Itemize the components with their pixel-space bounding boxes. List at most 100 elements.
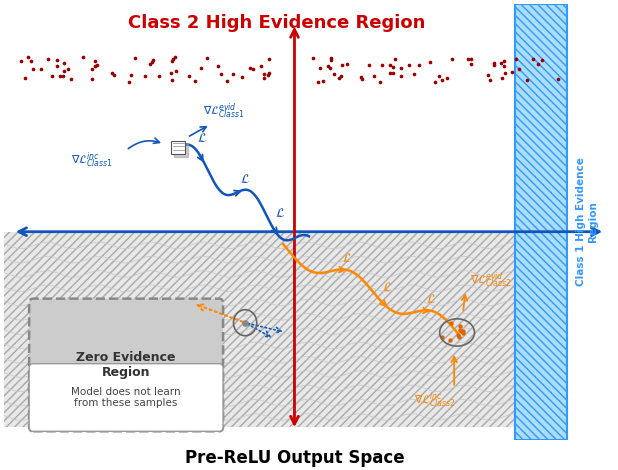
Point (59, 67, 69, 75)
Text: $\mathcal{L}$: $\mathcal{L}$ (426, 293, 436, 306)
Point (66, 76, 76, 83)
Point (438, 76, 447, 83)
Point (413, 61, 423, 69)
Text: $\nabla\mathcal{L}^{evid}_{Class1}$: $\nabla\mathcal{L}^{evid}_{Class1}$ (203, 102, 245, 121)
Point (263, 71, 273, 78)
Text: $\mathcal{L}$: $\mathcal{L}$ (197, 132, 208, 145)
Text: Pre-ReLU Output Space: Pre-ReLU Output Space (185, 449, 404, 468)
Point (48, 73, 57, 80)
Text: $\mathcal{L}$: $\mathcal{L}$ (240, 173, 250, 186)
Point (510, 55, 520, 63)
Point (455, 327, 465, 335)
Point (28, 65, 38, 73)
Point (213, 62, 223, 70)
Point (454, 332, 464, 339)
Point (386, 62, 396, 69)
Point (78, 53, 88, 60)
Point (167, 57, 177, 65)
Point (357, 76, 366, 83)
Point (326, 54, 336, 62)
Point (445, 336, 455, 344)
Point (184, 72, 194, 79)
Point (442, 74, 452, 81)
Point (16, 57, 26, 65)
Point (259, 74, 269, 82)
Text: $\mathcal{L}$: $\mathcal{L}$ (342, 252, 352, 265)
Point (485, 76, 495, 84)
Point (533, 60, 543, 67)
Point (36, 65, 46, 73)
Text: Class 2 High Evidence Region: Class 2 High Evidence Region (129, 14, 426, 32)
Point (51, 62, 61, 70)
Point (130, 54, 140, 62)
Point (342, 61, 352, 68)
Point (63, 65, 73, 72)
Point (497, 74, 507, 82)
Point (87, 65, 97, 73)
Point (315, 64, 324, 71)
Point (92, 61, 102, 69)
Point (51, 56, 61, 63)
Point (337, 62, 347, 69)
Point (20, 75, 30, 82)
Point (458, 327, 468, 334)
Text: $\nabla\mathcal{L}^{evid}_{Class2}$: $\nabla\mathcal{L}^{evid}_{Class2}$ (470, 271, 512, 290)
Point (454, 333, 464, 341)
Point (124, 78, 133, 86)
Point (228, 70, 238, 78)
Point (364, 62, 374, 69)
Point (455, 322, 465, 330)
Point (171, 68, 180, 75)
Text: Zero Evidence
Region: Zero Evidence Region (77, 351, 176, 379)
Text: Model does not learn
from these samples: Model does not learn from these samples (71, 387, 181, 408)
Point (245, 64, 255, 72)
Point (326, 56, 336, 64)
Point (87, 75, 97, 83)
Point (168, 55, 178, 63)
Point (43, 55, 53, 63)
Point (447, 55, 457, 63)
Point (196, 64, 206, 72)
Point (430, 78, 440, 86)
Point (496, 59, 506, 67)
Point (384, 70, 394, 77)
Point (404, 61, 414, 68)
Text: $\nabla\mathcal{L}^{inc}_{Class1}$: $\nabla\mathcal{L}^{inc}_{Class1}$ (71, 150, 113, 170)
Point (326, 64, 336, 71)
Point (90, 63, 100, 70)
Point (145, 60, 155, 68)
Text: $\mathcal{L}$: $\mathcal{L}$ (382, 281, 392, 294)
Point (240, 319, 250, 327)
Point (466, 61, 476, 68)
Point (489, 61, 499, 69)
Point (154, 72, 164, 80)
Point (126, 71, 136, 78)
Point (375, 78, 384, 86)
Bar (4, 232, 567, 427)
Point (446, 320, 455, 327)
Point (248, 66, 258, 73)
Bar (515, 4, 567, 440)
Point (140, 72, 150, 80)
Point (265, 55, 274, 63)
Point (237, 74, 247, 81)
Point (90, 57, 100, 65)
Point (455, 326, 465, 334)
Point (500, 70, 510, 77)
Point (466, 55, 476, 63)
Point (26, 57, 36, 65)
Point (106, 70, 116, 77)
Point (334, 74, 344, 82)
Point (458, 329, 468, 337)
Text: $\mathcal{L}$: $\mathcal{L}$ (275, 207, 286, 220)
Point (356, 74, 366, 81)
Point (190, 77, 200, 85)
Point (425, 58, 434, 66)
Point (553, 75, 563, 82)
Polygon shape (171, 141, 185, 154)
Point (528, 55, 538, 63)
Point (409, 70, 419, 78)
Point (329, 70, 339, 78)
Point (202, 54, 212, 62)
Point (499, 57, 509, 65)
